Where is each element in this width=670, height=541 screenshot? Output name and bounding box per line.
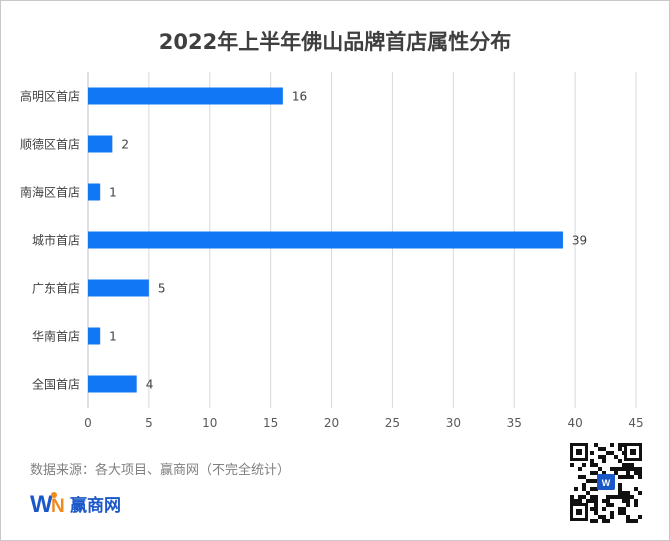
bars [88, 87, 563, 393]
data-label: 39 [572, 234, 587, 248]
bar [88, 375, 137, 393]
category-label: 城市首店 [32, 233, 80, 248]
gridlines [87, 72, 637, 408]
category-label: 顺德区首店 [20, 137, 80, 152]
bar [88, 279, 149, 297]
bar [88, 183, 101, 201]
data-label: 1 [109, 186, 117, 200]
data-label: 16 [292, 90, 307, 104]
category-label: 广东首店 [32, 282, 80, 296]
x-tick-label: 20 [324, 416, 339, 430]
brand-name: 赢商网 [70, 496, 121, 516]
bar [88, 87, 283, 105]
x-tick-label: 15 [263, 416, 278, 430]
svg-text:W: W [30, 491, 53, 518]
x-tick-label: 45 [628, 416, 643, 430]
x-tick-label: 10 [202, 416, 217, 430]
data-label: 2 [121, 138, 129, 152]
data-label: 1 [109, 330, 117, 344]
source-note: 数据来源：各大项目、赢商网（不完全统计） [30, 463, 291, 478]
category-label: 华南首店 [32, 329, 80, 344]
x-tick-label: 25 [385, 416, 400, 430]
qr-code-icon: W [568, 441, 644, 523]
x-tick-label: 0 [84, 416, 92, 430]
bar [88, 135, 113, 153]
category-label: 高明区首店 [20, 89, 80, 104]
x-tick-label: 35 [507, 416, 522, 430]
brand-logo-icon: W N [30, 491, 65, 518]
x-tick-label: 40 [567, 416, 582, 430]
data-label: 5 [158, 282, 166, 296]
data-label: 4 [146, 378, 154, 392]
svg-text:W: W [602, 478, 611, 488]
bar [88, 327, 101, 345]
svg-text:N: N [51, 496, 65, 517]
category-label: 全国首店 [32, 377, 80, 392]
x-tick-label: 30 [446, 416, 461, 430]
category-label: 南海区首店 [20, 185, 80, 200]
chart-title: 2022年上半年佛山品牌首店属性分布 [158, 30, 512, 54]
x-tick-label: 5 [145, 416, 153, 430]
bar [88, 231, 563, 249]
